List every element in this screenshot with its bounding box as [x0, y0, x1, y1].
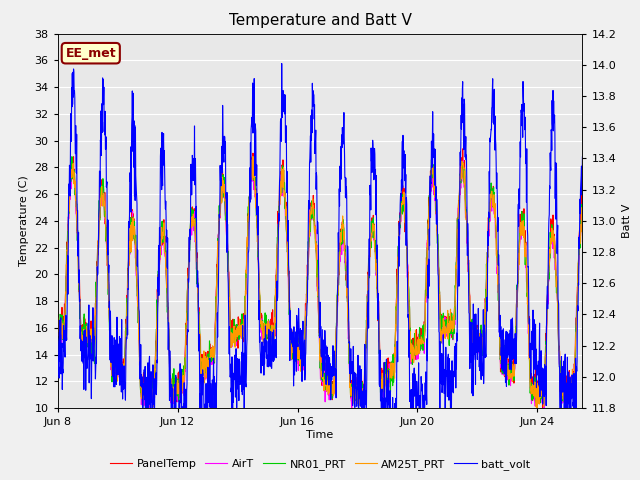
- Line: AM25T_PRT: AM25T_PRT: [58, 156, 582, 408]
- batt_volt: [579, 154, 586, 160]
- AM25T_PRT: [533, 405, 541, 411]
- batt_volt: [406, 399, 413, 405]
- batt_volt: [294, 344, 302, 349]
- AM25T_PRT: [294, 356, 301, 361]
- PanelTemp: [539, 413, 547, 419]
- Line: batt_volt: batt_volt: [58, 63, 582, 461]
- Y-axis label: Temperature (C): Temperature (C): [19, 175, 29, 266]
- PanelTemp: [54, 310, 61, 316]
- AirT: [204, 360, 211, 366]
- NR01_PRT: [204, 351, 212, 357]
- PanelTemp: [459, 146, 467, 152]
- batt_volt: [170, 458, 177, 464]
- AM25T_PRT: [204, 357, 211, 362]
- batt_volt: [54, 336, 61, 341]
- PanelTemp: [99, 189, 107, 195]
- NR01_PRT: [68, 154, 76, 159]
- NR01_PRT: [579, 204, 586, 209]
- NR01_PRT: [294, 356, 302, 361]
- batt_volt: [253, 183, 260, 189]
- X-axis label: Time: Time: [307, 430, 333, 440]
- NR01_PRT: [139, 407, 147, 412]
- batt_volt: [204, 412, 211, 418]
- Line: PanelTemp: PanelTemp: [58, 149, 582, 416]
- PanelTemp: [294, 337, 301, 343]
- NR01_PRT: [243, 240, 251, 246]
- NR01_PRT: [99, 186, 107, 192]
- Y-axis label: Batt V: Batt V: [622, 204, 632, 238]
- AM25T_PRT: [99, 197, 107, 203]
- AirT: [348, 406, 356, 411]
- NR01_PRT: [406, 337, 413, 343]
- Line: AirT: AirT: [58, 159, 582, 408]
- PanelTemp: [579, 205, 586, 211]
- PanelTemp: [252, 186, 260, 192]
- PanelTemp: [204, 355, 211, 360]
- AM25T_PRT: [406, 321, 413, 326]
- AM25T_PRT: [243, 242, 250, 248]
- NR01_PRT: [253, 208, 260, 214]
- AirT: [253, 207, 260, 213]
- AM25T_PRT: [579, 218, 586, 224]
- batt_volt: [99, 84, 107, 89]
- AirT: [579, 211, 586, 217]
- PanelTemp: [405, 305, 413, 311]
- AM25T_PRT: [249, 154, 257, 159]
- Legend: PanelTemp, AirT, NR01_PRT, AM25T_PRT, batt_volt: PanelTemp, AirT, NR01_PRT, AM25T_PRT, ba…: [106, 455, 534, 474]
- AirT: [99, 194, 107, 200]
- Text: EE_met: EE_met: [65, 47, 116, 60]
- AirT: [294, 351, 301, 357]
- Title: Temperature and Batt V: Temperature and Batt V: [228, 13, 412, 28]
- Line: NR01_PRT: NR01_PRT: [58, 156, 582, 409]
- AM25T_PRT: [54, 332, 61, 337]
- NR01_PRT: [54, 335, 61, 340]
- PanelTemp: [243, 252, 250, 257]
- AirT: [248, 156, 256, 162]
- AirT: [54, 327, 61, 333]
- batt_volt: [278, 60, 285, 66]
- AirT: [243, 258, 250, 264]
- AM25T_PRT: [253, 206, 260, 212]
- AirT: [406, 329, 413, 335]
- batt_volt: [243, 336, 251, 342]
